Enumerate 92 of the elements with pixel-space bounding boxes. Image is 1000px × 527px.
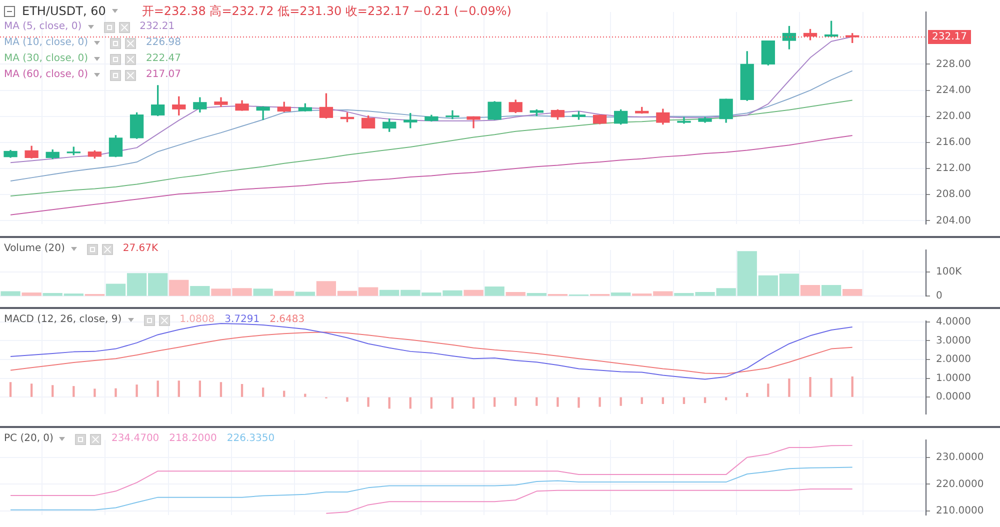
bar xyxy=(367,397,370,407)
bar xyxy=(598,397,601,407)
annotation: 217.07 xyxy=(146,68,182,82)
bar xyxy=(842,288,862,296)
bar xyxy=(156,380,159,397)
bar xyxy=(526,293,546,296)
bar xyxy=(30,384,33,397)
bar xyxy=(809,377,812,397)
y-tick-label: 100K xyxy=(936,266,962,278)
chart-title: PC (20, 0) xyxy=(4,432,54,446)
bar xyxy=(640,397,643,404)
candlestick xyxy=(677,116,691,124)
candlestick xyxy=(214,97,228,107)
bar xyxy=(52,385,54,397)
bar xyxy=(788,378,790,397)
annotation: 222.47 xyxy=(146,52,182,66)
annotation: 234.4700 xyxy=(111,432,160,446)
text: MA (5, close, 0) xyxy=(4,20,82,34)
chart-title: MACD (12, 26, close, 9) xyxy=(4,313,122,327)
bar xyxy=(136,384,138,397)
bar xyxy=(620,397,622,406)
bar xyxy=(506,292,526,296)
y-tick-label: 1.0000 xyxy=(936,372,971,384)
bar xyxy=(283,390,286,397)
bar xyxy=(9,382,12,397)
annotation: 232.21 xyxy=(140,20,175,34)
bar xyxy=(464,290,484,296)
candlestick xyxy=(466,116,480,128)
bar xyxy=(493,397,496,407)
bar xyxy=(178,380,180,397)
y-tick-label: 3.0000 xyxy=(936,335,971,346)
bar xyxy=(821,285,842,296)
bar xyxy=(662,397,664,404)
bar xyxy=(262,388,264,397)
bar xyxy=(190,286,210,296)
bar xyxy=(682,397,686,404)
annotation: 2.6483 xyxy=(270,313,305,327)
bar xyxy=(767,384,770,397)
bar xyxy=(169,280,189,296)
chart-title: Volume (20) xyxy=(4,242,65,256)
y-tick-label: 212.00 xyxy=(936,163,971,174)
candlestick xyxy=(172,96,186,116)
y-tick-label: 0 xyxy=(936,290,942,302)
y-tick-label: 230.0000 xyxy=(936,452,984,464)
text: MA (10, close, 0) xyxy=(4,36,88,50)
bar xyxy=(851,376,854,397)
y-tick-label: 210.0000 xyxy=(936,506,984,517)
y-tick-label: 0.0000 xyxy=(936,392,971,403)
bar xyxy=(800,285,820,296)
annotation: 226.3350 xyxy=(226,432,275,446)
bar xyxy=(611,292,631,296)
bar xyxy=(72,386,75,397)
bar xyxy=(114,388,117,397)
bar xyxy=(220,382,222,397)
bar xyxy=(484,286,504,296)
annotation: 3.7291 xyxy=(224,313,260,327)
bar xyxy=(22,292,42,296)
bar xyxy=(274,290,294,296)
y-tick-label: 204.00 xyxy=(936,215,971,226)
chart-title: ETH/USDT, 60 xyxy=(22,3,106,19)
text: MA (60, close, 0) xyxy=(4,68,88,82)
bar xyxy=(536,397,538,406)
annotation: 1.0808 xyxy=(180,313,215,327)
candlestick xyxy=(698,116,712,123)
y-tick-label: 224.00 xyxy=(936,84,971,96)
bar xyxy=(830,378,832,397)
bar xyxy=(0,291,20,296)
y-tick-label: 4.0000 xyxy=(936,316,971,328)
annotation: 27.67K xyxy=(122,242,158,256)
bar xyxy=(253,288,273,296)
chart-subtitle: 开=232.38 高=232.72 低=231.30 收=232.17 −0.21 (−0.09%) xyxy=(142,3,512,19)
y-tick-label: 216.00 xyxy=(936,137,971,148)
bar xyxy=(240,384,244,397)
bar xyxy=(198,380,202,397)
y-tick-label: 220.0000 xyxy=(936,478,984,490)
annotation: 218.2000 xyxy=(169,432,217,446)
annotation: 226.98 xyxy=(146,36,182,50)
bar xyxy=(746,393,748,397)
bar xyxy=(578,397,580,408)
y-tick-label: 2.0000 xyxy=(936,354,971,366)
y-tick-label: 208.00 xyxy=(936,189,971,200)
y-tick-label: 220.00 xyxy=(936,110,971,122)
bar xyxy=(514,397,517,406)
bar xyxy=(295,292,315,296)
bar xyxy=(556,397,559,407)
bar xyxy=(94,388,96,397)
bar xyxy=(346,397,348,402)
y-tick-label: 228.00 xyxy=(936,58,971,70)
candlestick xyxy=(193,97,207,112)
ref-line-label: 232.17 xyxy=(932,32,967,43)
candlestick xyxy=(550,109,565,120)
text: MA (30, close, 0) xyxy=(4,52,88,66)
